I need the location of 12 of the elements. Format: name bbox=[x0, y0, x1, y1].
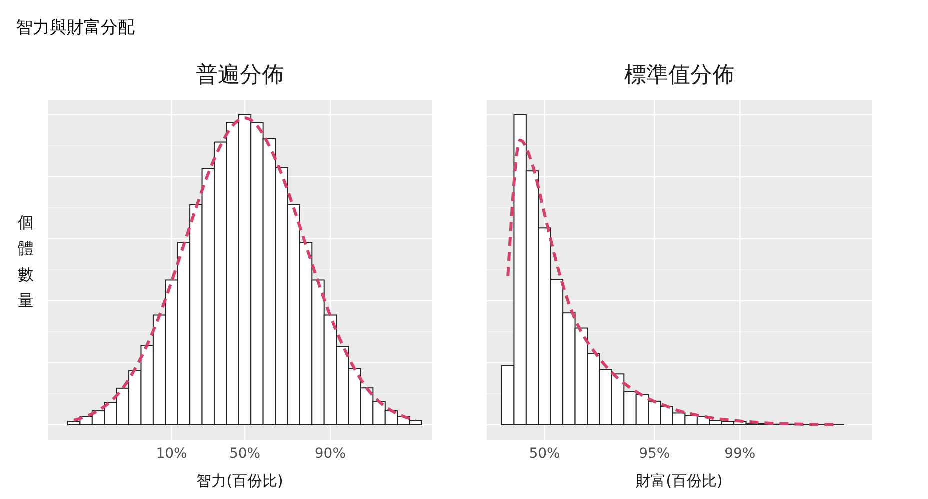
x-tick-label: 10% bbox=[156, 446, 188, 462]
x-tick-label: 90% bbox=[314, 446, 346, 462]
x-axis-title: 智力(百份比) bbox=[196, 472, 284, 490]
y-axis-title: 個體數量 bbox=[18, 213, 34, 310]
chart-title: 標準值分佈 bbox=[624, 63, 734, 88]
x-tick-label: 50% bbox=[229, 446, 261, 462]
text: 智力與財富分配 bbox=[16, 18, 135, 38]
x-axis-title: 財富(百份比) bbox=[636, 472, 723, 490]
chart-title: 普遍分佈 bbox=[196, 63, 284, 88]
x-tick-label: 99% bbox=[724, 446, 756, 462]
x-tick-label: 95% bbox=[639, 446, 670, 462]
x-tick-label: 50% bbox=[529, 446, 560, 462]
